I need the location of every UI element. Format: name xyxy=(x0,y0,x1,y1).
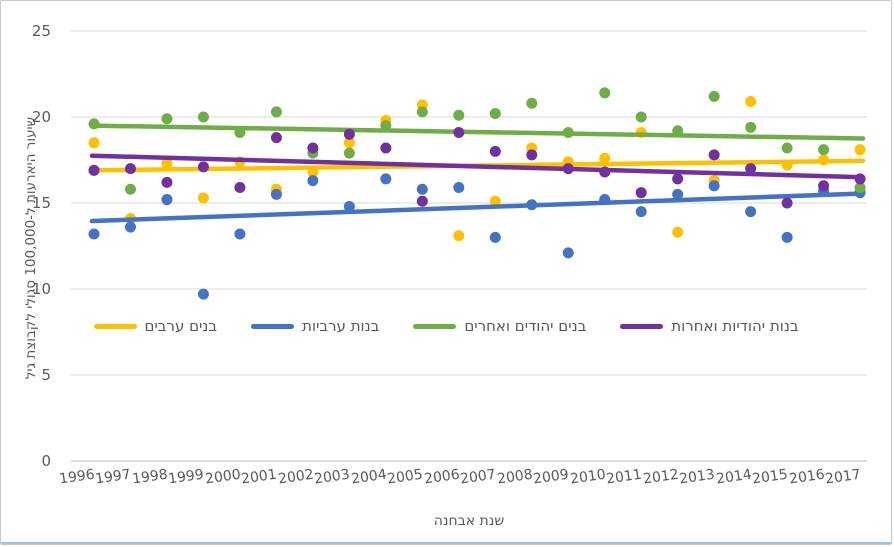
data-point-series-0 xyxy=(88,137,100,149)
legend-swatch xyxy=(251,323,295,329)
data-point-series-2 xyxy=(124,183,136,195)
data-point-series-1 xyxy=(197,288,209,300)
data-point-series-1 xyxy=(234,228,246,240)
data-point-series-3 xyxy=(124,163,136,175)
data-point-series-1 xyxy=(161,194,173,206)
y-tick-label: 5 xyxy=(41,366,51,384)
legend-item: בנות יהודיות ואחרות xyxy=(620,317,799,335)
data-point-series-3 xyxy=(708,149,720,161)
y-axis-title: שיעור היארעות ל-100,000 סגולי לקבוצת גיל xyxy=(23,116,39,380)
y-tick-label: 0 xyxy=(41,452,51,470)
data-point-series-3 xyxy=(489,145,501,157)
data-point-series-3 xyxy=(635,187,647,199)
data-point-series-0 xyxy=(197,192,209,204)
trendline-series-2 xyxy=(89,123,866,141)
legend-swatch xyxy=(93,323,137,329)
data-point-series-3 xyxy=(745,163,757,175)
data-point-series-2 xyxy=(818,144,830,156)
data-point-series-0 xyxy=(745,96,757,108)
data-point-series-2 xyxy=(197,111,209,123)
data-point-series-2 xyxy=(453,109,465,121)
data-point-series-2 xyxy=(526,97,538,109)
data-point-series-1 xyxy=(672,188,684,200)
legend-swatch xyxy=(413,323,457,329)
legend-item: בנות ערביות xyxy=(251,317,379,335)
data-point-series-0 xyxy=(672,226,684,238)
data-point-series-3 xyxy=(307,142,319,154)
data-point-series-2 xyxy=(416,106,428,118)
data-point-series-3 xyxy=(234,182,246,194)
data-point-series-2 xyxy=(708,90,720,102)
data-point-series-1 xyxy=(708,180,720,192)
data-point-series-1 xyxy=(635,206,647,218)
legend: בנים ערבים בנות ערביות בנים יהודים ואחרים ב… xyxy=(1,317,891,335)
data-point-series-3 xyxy=(270,132,282,144)
data-point-series-3 xyxy=(526,149,538,161)
data-point-series-0 xyxy=(453,230,465,242)
x-axis-title: שנת אבחנה xyxy=(433,513,505,529)
data-point-series-1 xyxy=(453,182,465,194)
data-point-series-1 xyxy=(307,175,319,187)
y-tick-label: 10 xyxy=(31,280,51,298)
data-point-series-3 xyxy=(161,176,173,188)
legend-swatch xyxy=(620,323,664,329)
legend-label: בנות ערביות xyxy=(302,317,380,335)
data-point-series-1 xyxy=(88,228,100,240)
data-point-series-1 xyxy=(562,247,574,259)
data-point-series-1 xyxy=(745,206,757,218)
legend-label: בנים ערבים xyxy=(144,317,218,335)
data-point-series-2 xyxy=(854,182,866,194)
y-tick-label: 15 xyxy=(31,194,51,212)
data-point-series-1 xyxy=(124,221,136,233)
legend-label: בנות יהודיות ואחרות xyxy=(671,317,799,335)
data-point-series-3 xyxy=(453,126,465,138)
data-point-series-1 xyxy=(380,173,392,185)
data-point-series-2 xyxy=(635,111,647,123)
trendline-series-1 xyxy=(89,191,866,224)
data-point-series-0 xyxy=(854,144,866,156)
data-point-series-2 xyxy=(781,142,793,154)
data-point-series-3 xyxy=(343,128,355,140)
data-point-series-1 xyxy=(781,231,793,243)
data-point-series-0 xyxy=(343,137,355,149)
trendline-series-3 xyxy=(89,153,866,180)
data-point-series-3 xyxy=(88,164,100,176)
data-point-series-3 xyxy=(380,142,392,154)
data-point-series-2 xyxy=(270,106,282,118)
data-point-series-3 xyxy=(197,161,209,173)
data-point-series-1 xyxy=(270,188,282,200)
data-point-series-2 xyxy=(489,108,501,120)
legend-item: בנים ערבים xyxy=(93,317,218,335)
data-point-series-3 xyxy=(818,180,830,192)
legend-label: בנים יהודים ואחרים xyxy=(464,317,587,335)
data-point-series-3 xyxy=(672,173,684,185)
data-point-series-3 xyxy=(416,195,428,207)
legend-item: בנים יהודים ואחרים xyxy=(413,317,586,335)
data-point-series-2 xyxy=(161,113,173,125)
data-point-series-2 xyxy=(745,121,757,133)
y-tick-label: 20 xyxy=(31,108,51,126)
data-point-series-2 xyxy=(343,147,355,159)
y-tick-label: 25 xyxy=(31,22,51,40)
data-point-series-1 xyxy=(416,183,428,195)
data-point-series-0 xyxy=(599,152,611,164)
page-bottom-rule xyxy=(1,542,891,544)
data-point-series-0 xyxy=(161,157,173,169)
data-point-series-1 xyxy=(489,231,501,243)
data-point-series-2 xyxy=(599,87,611,99)
data-point-series-3 xyxy=(781,197,793,209)
data-point-series-0 xyxy=(489,195,501,207)
data-point-series-1 xyxy=(343,200,355,212)
